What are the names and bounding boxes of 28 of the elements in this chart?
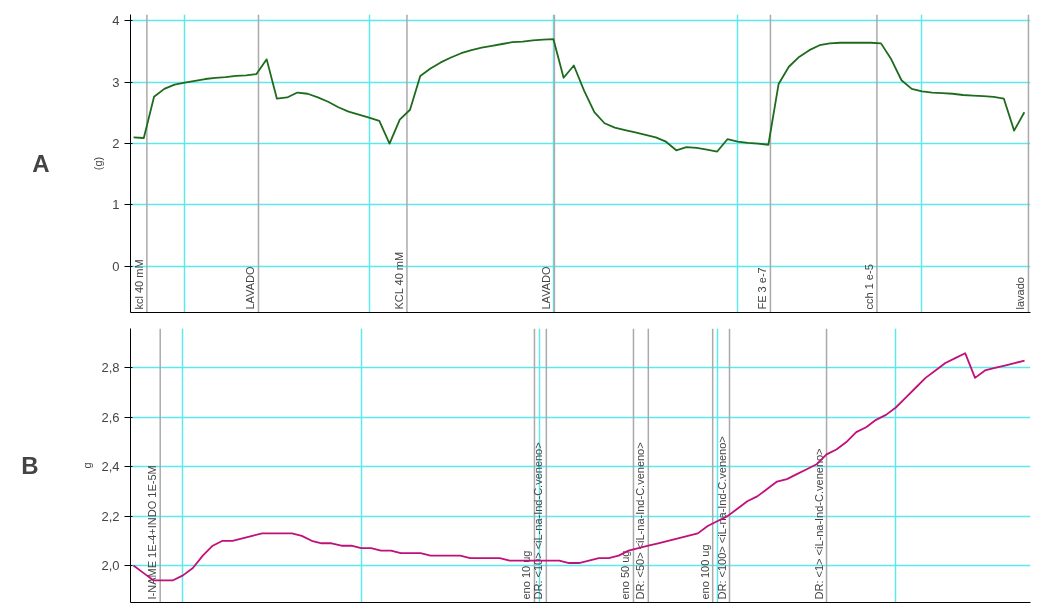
line-series: [132, 38, 1026, 153]
annotation: FE 3 e-7: [756, 267, 769, 310]
y-axis-title: g: [81, 462, 94, 469]
annotation: cch 1 e-5: [862, 264, 875, 310]
annotation: KCL 40 mM: [392, 251, 405, 310]
annotation: lavado: [1014, 277, 1027, 310]
annotation: eno 10 ug: [520, 550, 533, 600]
annotation: eno 100 ug: [698, 544, 711, 600]
annotation: DR: <50> <iL-na-Ind-C.veneno>: [634, 442, 647, 600]
y-axis-title: (g): [92, 156, 105, 171]
annotation: DR: <100> <iL-na-Ind-C.veneno>: [715, 436, 728, 600]
annotation: kcl 40 mM: [132, 259, 145, 310]
text: A: [32, 150, 50, 177]
y-tick-label: 2: [112, 136, 120, 152]
annotation: DR: <1> <iL-na-Ind-C.veneno>: [812, 448, 825, 600]
y-tick-label: 4: [112, 13, 120, 29]
annotation: LAVADO: [244, 266, 257, 310]
y-tick-label: 2,4: [101, 459, 120, 475]
y-tick-label: 2,0: [101, 557, 120, 573]
y-tick-label: 1: [112, 197, 120, 213]
y-tick-label: 3: [112, 74, 120, 90]
annotation: LAVADO: [540, 266, 553, 310]
text: B: [21, 452, 39, 479]
y-tick-label: 0: [112, 258, 120, 274]
annotation: I-NAME 1E-4+INDO 1E-5M: [146, 465, 159, 600]
y-tick-label: 2,6: [101, 409, 120, 425]
y-tick-label: 2,8: [101, 360, 120, 376]
y-tick-label: 2,2: [101, 508, 120, 524]
